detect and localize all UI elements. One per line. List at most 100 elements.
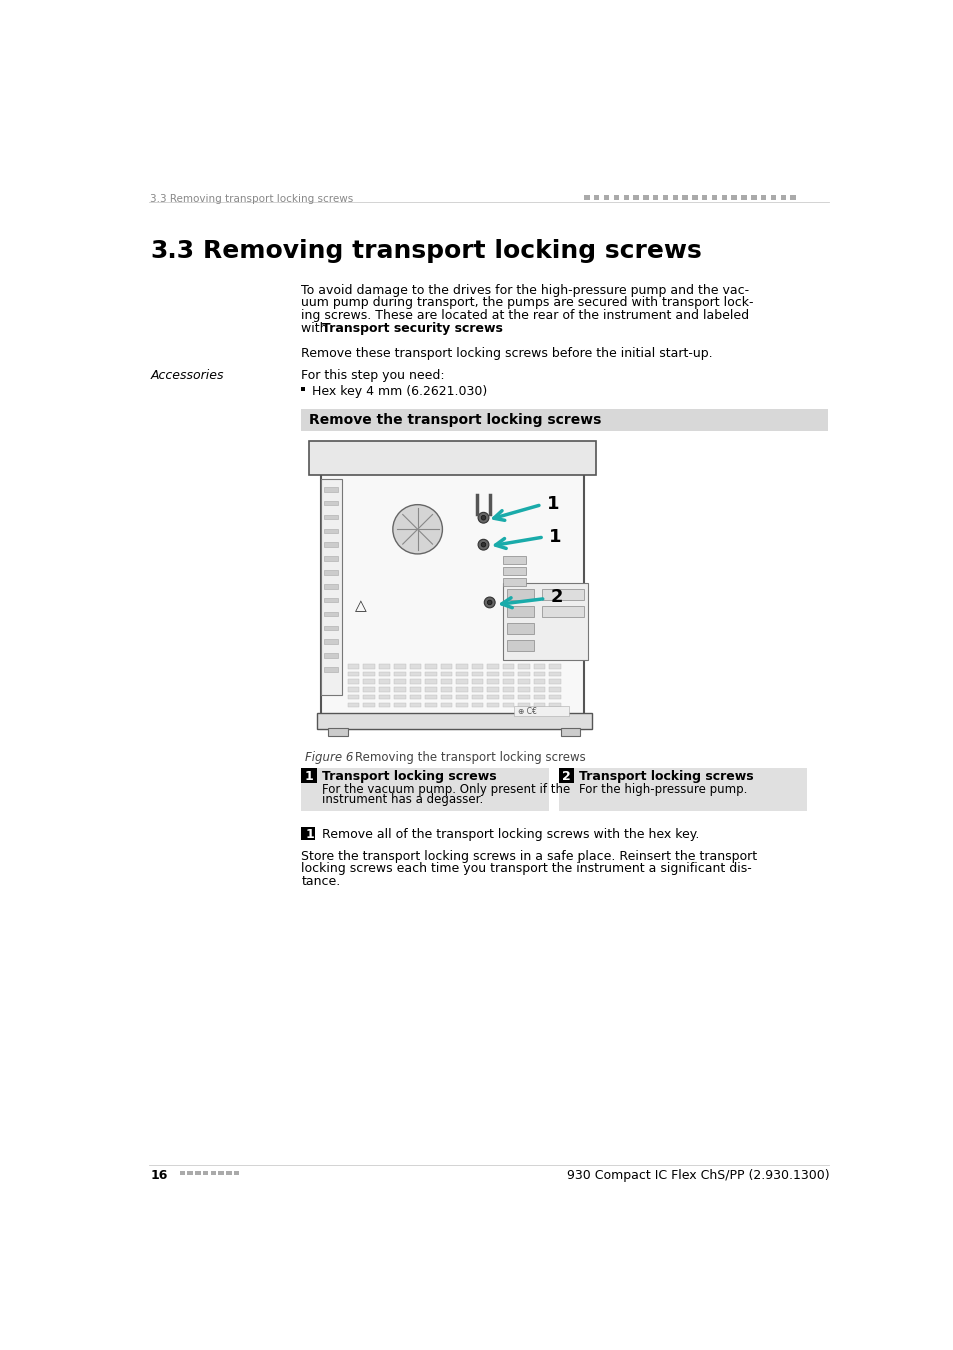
Bar (472, 664, 483, 668)
Bar (320, 444, 583, 729)
Text: 3.3: 3.3 (150, 239, 194, 263)
Bar (348, 702, 359, 707)
Bar (760, 196, 765, 200)
Bar (633, 196, 639, 200)
Bar (440, 695, 452, 699)
Bar (456, 687, 468, 691)
Bar (410, 672, 421, 676)
Bar (534, 672, 545, 676)
Text: 2: 2 (561, 769, 570, 783)
Bar (517, 679, 530, 684)
Bar (583, 196, 589, 200)
Bar (425, 664, 436, 668)
Bar (410, 687, 421, 691)
Bar (514, 706, 568, 716)
Text: 1: 1 (305, 828, 314, 841)
Bar (472, 687, 483, 691)
Bar (440, 687, 452, 691)
Text: locking screws each time you transport the instrument a significant dis-: locking screws each time you transport t… (301, 863, 751, 875)
Bar (502, 578, 525, 586)
Bar (378, 679, 390, 684)
Bar (456, 664, 468, 668)
Bar (323, 487, 337, 491)
Bar (541, 606, 583, 617)
Bar (502, 695, 514, 699)
Bar (517, 695, 530, 699)
Bar (211, 1170, 216, 1176)
Bar (348, 695, 359, 699)
Bar (323, 528, 337, 533)
Text: 1: 1 (548, 528, 560, 545)
Bar (534, 679, 545, 684)
Text: Transport security screws: Transport security screws (322, 321, 502, 335)
Bar (594, 196, 598, 200)
Text: Accessories: Accessories (150, 369, 224, 382)
Bar (456, 702, 468, 707)
Text: Remove these transport locking screws before the initial start-up.: Remove these transport locking screws be… (301, 347, 712, 360)
Bar (323, 598, 337, 602)
Bar (323, 667, 337, 672)
Text: instrument has a degasser.: instrument has a degasser. (321, 794, 482, 806)
Bar (301, 826, 315, 840)
Bar (440, 672, 452, 676)
Bar (323, 653, 337, 657)
Bar (711, 196, 717, 200)
Bar (662, 196, 667, 200)
Text: Transport locking screws: Transport locking screws (578, 771, 753, 783)
Bar (487, 664, 498, 668)
Text: 16: 16 (150, 1169, 168, 1183)
Bar (226, 1170, 232, 1176)
Bar (328, 728, 348, 736)
Bar (534, 695, 545, 699)
Bar (487, 702, 498, 707)
Bar (323, 514, 337, 520)
Circle shape (480, 543, 485, 547)
Bar (323, 570, 337, 575)
Bar (323, 625, 337, 630)
Bar (195, 1170, 200, 1176)
Bar (487, 695, 498, 699)
Text: Hex key 4 mm (6.2621.030): Hex key 4 mm (6.2621.030) (312, 385, 487, 397)
Text: 3.3 Removing transport locking screws: 3.3 Removing transport locking screws (150, 194, 354, 204)
Bar (613, 196, 618, 200)
Bar (233, 1170, 239, 1176)
Bar (502, 664, 514, 668)
Bar (394, 687, 406, 691)
Text: 2: 2 (550, 587, 562, 606)
Bar (549, 687, 560, 691)
Bar (363, 695, 375, 699)
Text: Store the transport locking screws in a safe place. Reinsert the transport: Store the transport locking screws in a … (301, 849, 757, 863)
Bar (549, 702, 560, 707)
Text: For the vacuum pump. Only present if the: For the vacuum pump. Only present if the (321, 783, 569, 796)
Text: ⊕ C€: ⊕ C€ (517, 707, 537, 716)
Text: To avoid damage to the drives for the high-pressure pump and the vac-: To avoid damage to the drives for the hi… (301, 284, 749, 297)
Bar (348, 664, 359, 668)
Text: 1: 1 (304, 769, 313, 783)
Bar (558, 768, 574, 783)
Bar (440, 702, 452, 707)
Bar (672, 196, 678, 200)
Text: uum pump during transport, the pumps are secured with transport lock-: uum pump during transport, the pumps are… (301, 297, 753, 309)
Bar (780, 196, 785, 200)
Bar (652, 196, 658, 200)
Bar (770, 196, 776, 200)
Bar (378, 672, 390, 676)
Bar (203, 1170, 208, 1176)
Text: Remove the transport locking screws: Remove the transport locking screws (309, 413, 601, 427)
Bar (534, 664, 545, 668)
Text: Figure 6: Figure 6 (305, 751, 354, 764)
Bar (487, 679, 498, 684)
Bar (323, 612, 337, 617)
Text: Removing the transport locking screws: Removing the transport locking screws (340, 751, 585, 764)
Bar (558, 768, 806, 811)
Bar (394, 695, 406, 699)
Circle shape (480, 516, 485, 520)
Bar (425, 695, 436, 699)
Bar (517, 687, 530, 691)
Bar (506, 640, 534, 651)
Bar (517, 664, 530, 668)
Bar (506, 590, 534, 601)
Bar (394, 672, 406, 676)
Text: ing screws. These are located at the rear of the instrument and labeled: ing screws. These are located at the rea… (301, 309, 749, 323)
Bar (534, 687, 545, 691)
